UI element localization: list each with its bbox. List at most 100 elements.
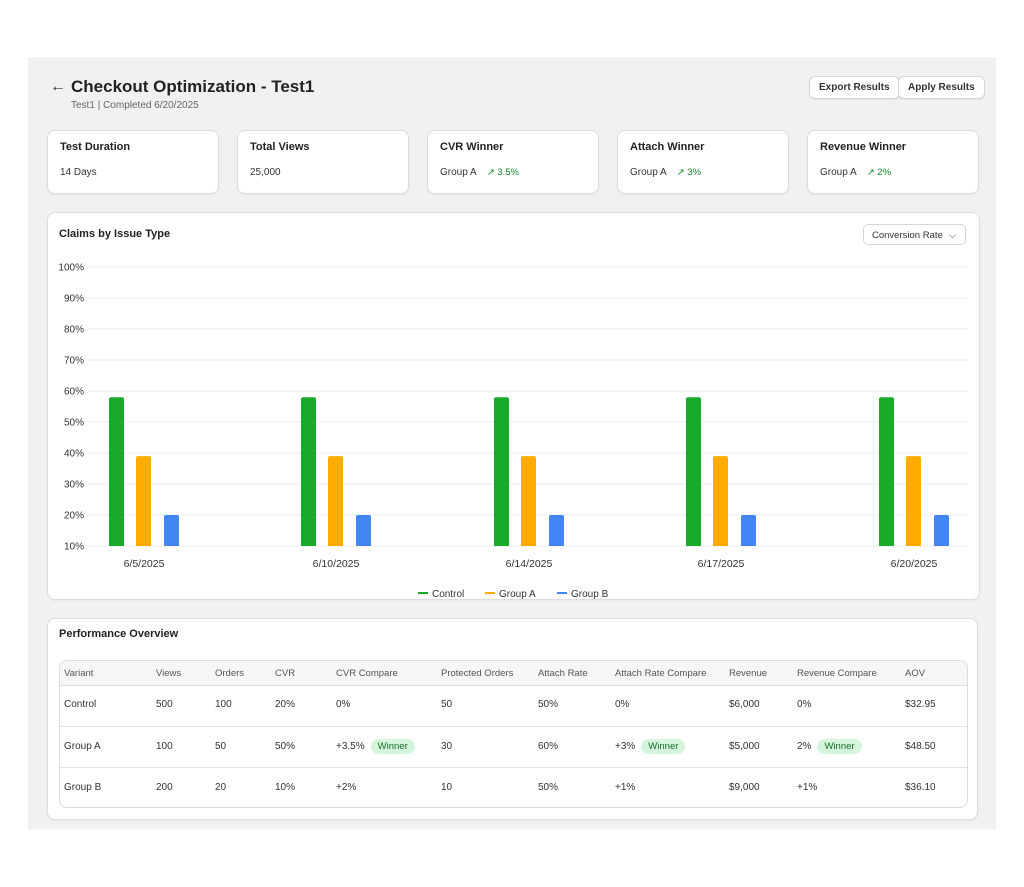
table-cell: Control (64, 699, 97, 710)
stat-card-revenue-winner: Revenue Winner Group A ↗ 2% (807, 130, 979, 194)
stat-label: CVR Winner (440, 141, 504, 153)
bar-group-a (713, 456, 728, 546)
table-cell: 200 (156, 782, 173, 793)
bar-group-b (549, 515, 564, 546)
bar-chart: 10% 20% 30% 40% 50% 60% 70% 80% 90% 100% 6/5/2025 6… (58, 263, 968, 600)
chart-card (47, 212, 980, 600)
table-cell: $6,000 (729, 699, 760, 710)
table-cell: +3% Winner (615, 739, 686, 754)
table-cell: 10% (275, 782, 296, 793)
x-tick-label: 6/17/2025 (698, 558, 745, 570)
column-header: CVR Compare (336, 668, 398, 679)
stat-value: 14 Days (60, 167, 97, 178)
column-header: Revenue (729, 668, 768, 679)
table-cell: 50% (538, 699, 559, 710)
bar-control (879, 397, 894, 546)
table-cell: +1% (797, 782, 818, 793)
stat-label: Attach Winner (630, 141, 705, 153)
column-header: Views (156, 668, 182, 679)
performance-title: Performance Overview (59, 628, 179, 640)
table-cell: $32.95 (905, 699, 936, 710)
bar-control (301, 397, 316, 546)
table-cell: 30 (441, 741, 453, 752)
page-title: Checkout Optimization - Test1 (71, 77, 315, 96)
table-row: Control 500 100 20% 0% 50 50% 0% $6,000 0% $32.95 (60, 685, 967, 726)
column-header: AOV (905, 668, 926, 679)
y-tick-label: 70% (64, 356, 84, 367)
y-tick-label: 80% (64, 325, 84, 336)
legend-label: Group A (499, 589, 536, 600)
column-header: Protected Orders (441, 668, 514, 679)
table-cell: 50 (441, 699, 453, 710)
x-tick-label: 6/5/2025 (124, 558, 165, 570)
y-tick-label: 60% (64, 387, 84, 398)
back-arrow-icon[interactable]: ← (50, 78, 66, 95)
chevron-down-icon: ⌵ (949, 230, 956, 240)
table-cell: 100 (215, 699, 232, 710)
bar-group-b (356, 515, 371, 546)
table-cell: 0% (797, 699, 812, 710)
winner-badge: Winner (641, 739, 686, 754)
table-cell: +1% (615, 782, 636, 793)
stat-card-test-duration: Test Duration 14 Days (47, 130, 219, 194)
apply-results-button[interactable]: Apply Results (898, 76, 985, 99)
table-cell: $9,000 (729, 782, 760, 793)
table-cell: 10 (441, 782, 453, 793)
bar-group-a (906, 456, 921, 546)
legend-label: Group B (571, 589, 609, 600)
table-cell: +2% (336, 782, 357, 793)
column-header: Orders (215, 668, 245, 679)
stat-card-attach-winner: Attach Winner Group A ↗ 3% (617, 130, 789, 194)
winner-badge: Winner (370, 739, 415, 754)
bar-group-a (136, 456, 151, 546)
bar-control (109, 397, 124, 546)
table-cell: Group A (64, 741, 101, 752)
column-header: Attach Rate Compare (615, 668, 707, 679)
performance-table: Variant Views Orders CVR CVR Compare Protecte… (59, 660, 968, 808)
table-cell: 0% (615, 699, 630, 710)
bar-group-b (164, 515, 179, 546)
bar-group-b (741, 515, 756, 546)
chart-title: Claims by Issue Type (59, 228, 171, 240)
y-tick-label: 100% (58, 263, 84, 274)
stat-value: 25,000 (250, 167, 281, 178)
y-tick-label: 10% (64, 542, 84, 553)
stat-card-cvr-winner: CVR Winner Group A ↗ 3.5% (427, 130, 599, 194)
y-tick-label: 40% (64, 449, 84, 460)
table-cell: 500 (156, 699, 173, 710)
metric-dropdown-label: Conversion Rate (872, 230, 943, 241)
column-header: Revenue Compare (797, 668, 877, 679)
trend-up-delta: ↗ 3% (676, 167, 702, 178)
trend-up-delta: ↗ 2% (866, 167, 892, 178)
metric-dropdown[interactable]: Conversion Rate ⌵ (863, 224, 966, 245)
table-row: Group B 200 20 10% +2% 10 50% +1% $9,000 +1% $36.1… (60, 767, 967, 807)
table-cell: +3.5% Winner (336, 739, 415, 754)
trend-up-delta: ↗ 3.5% (486, 167, 519, 178)
bar-group-a (521, 456, 536, 546)
table-cell: $5,000 (729, 741, 760, 752)
y-tick-label: 30% (64, 480, 84, 491)
table-cell: 50% (275, 741, 296, 752)
stat-label: Total Views (250, 141, 310, 153)
table-cell: Group B (64, 782, 102, 793)
table-cell: 2% Winner (797, 739, 862, 754)
y-tick-label: 90% (64, 294, 84, 305)
stat-label: Revenue Winner (820, 141, 907, 153)
x-tick-label: 6/14/2025 (506, 558, 553, 570)
table-header-row: Variant Views Orders CVR CVR Compare Protecte… (60, 661, 967, 686)
table-cell: 50 (215, 741, 227, 752)
bar-group-b (934, 515, 949, 546)
bar-control (686, 397, 701, 546)
table-row: Group A 100 50 50% +3.5% Winner 30 60% +3% Winner… (60, 726, 967, 768)
column-header: Variant (64, 668, 94, 679)
stat-value: Group A ↗ 3% (630, 167, 702, 178)
export-results-button[interactable]: Export Results (809, 76, 900, 99)
legend-label: Control (432, 589, 464, 600)
bar-group-a (328, 456, 343, 546)
y-tick-label: 20% (64, 511, 84, 522)
column-header: Attach Rate (538, 668, 588, 679)
bar-control (494, 397, 509, 546)
y-tick-label: 50% (64, 418, 84, 429)
table-cell: 20 (215, 782, 227, 793)
table-cell: 100 (156, 741, 173, 752)
